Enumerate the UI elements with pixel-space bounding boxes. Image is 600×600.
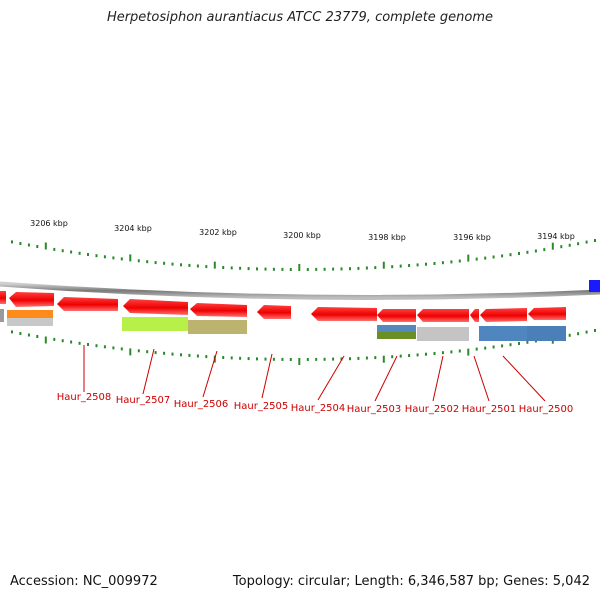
leader-haur-2504: [317, 355, 345, 401]
gene-arrow-haur-2502: [417, 309, 469, 322]
leader-haur-2501: [473, 355, 490, 402]
gene-label-haur-2504: Haur_2504: [291, 403, 346, 414]
scale-ticks-inner: [11, 329, 596, 365]
leader-haur-2502: [432, 355, 444, 402]
gene-arrows: [0, 291, 566, 322]
scale-label-3194: 3194 kbp: [537, 232, 575, 241]
leader-haur-2503: [374, 355, 398, 402]
leader-haur-2506: [202, 350, 218, 398]
leader-haur-2507: [142, 348, 155, 395]
leader-haur-2500: [502, 355, 546, 402]
scale-label-3196: 3196 kbp: [453, 233, 491, 242]
feature-bar-darkgreen: [377, 332, 416, 339]
gene-leader-lines: [83, 345, 546, 402]
feature-bar-blue-small: [377, 325, 416, 332]
scale-labels: 3206 kbp 3204 kbp 3202 kbp 3200 kbp 3198…: [30, 219, 575, 242]
gene-arrow-haur-2501: [470, 309, 479, 322]
gene-arrow-haur-2505: [257, 305, 291, 319]
feature-bars: [0, 309, 566, 341]
feature-bar-olive: [188, 320, 247, 334]
gene-label-haur-2503: Haur_2503: [347, 404, 402, 415]
gene-label-haur-2505: Haur_2505: [234, 401, 289, 412]
topology-text: Topology: circular; Length: 6,346,587 bp…: [232, 574, 590, 589]
gene-arrow-edge: [0, 291, 6, 304]
gene-label-haur-2501: Haur_2501: [462, 404, 517, 415]
feature-bar-lime: [122, 317, 188, 331]
genome-title: Herpetosiphon aurantiacus ATCC 23779, co…: [106, 10, 494, 25]
feature-bar-steelblue-b: [527, 326, 566, 341]
accession-text: Accession: NC_009972: [10, 574, 158, 589]
gene-label-haur-2508: Haur_2508: [57, 392, 112, 403]
gene-arrow-haur-2500: [480, 308, 527, 322]
gene-arrow-haur-2509: [9, 292, 54, 307]
gene-arrow-haur-2499: [528, 307, 566, 320]
gene-arrow-haur-2508: [57, 297, 118, 311]
gene-label-haur-2500: Haur_2500: [519, 404, 574, 415]
feature-bar-steelblue-a: [479, 326, 527, 341]
scale-label-3202: 3202 kbp: [199, 228, 237, 237]
scale-label-3206: 3206 kbp: [30, 219, 68, 228]
feature-bar-gray-left: [0, 309, 4, 322]
feature-bar-orange: [7, 310, 53, 318]
genome-backbone: [0, 281, 600, 300]
feature-bar-silver: [7, 318, 53, 326]
gene-arrow-haur-2507: [123, 299, 188, 315]
blue-marker: [589, 280, 600, 292]
gene-arrow-haur-2504: [311, 307, 377, 321]
scale-label-3204: 3204 kbp: [114, 224, 152, 233]
gene-labels: Haur_2508 Haur_2507 Haur_2506 Haur_2505 …: [57, 392, 574, 415]
leader-haur-2505: [261, 353, 273, 399]
gene-arrow-haur-2506: [190, 303, 247, 317]
feature-bar-lightgray: [417, 327, 469, 341]
scale-label-3198: 3198 kbp: [368, 233, 406, 242]
scale-ticks-outer: [11, 239, 596, 271]
gene-arrow-haur-2503: [377, 309, 416, 322]
gene-label-haur-2507: Haur_2507: [116, 395, 171, 406]
gene-label-haur-2506: Haur_2506: [174, 399, 229, 410]
scale-label-3200: 3200 kbp: [283, 231, 321, 240]
gene-label-haur-2502: Haur_2502: [405, 404, 460, 415]
